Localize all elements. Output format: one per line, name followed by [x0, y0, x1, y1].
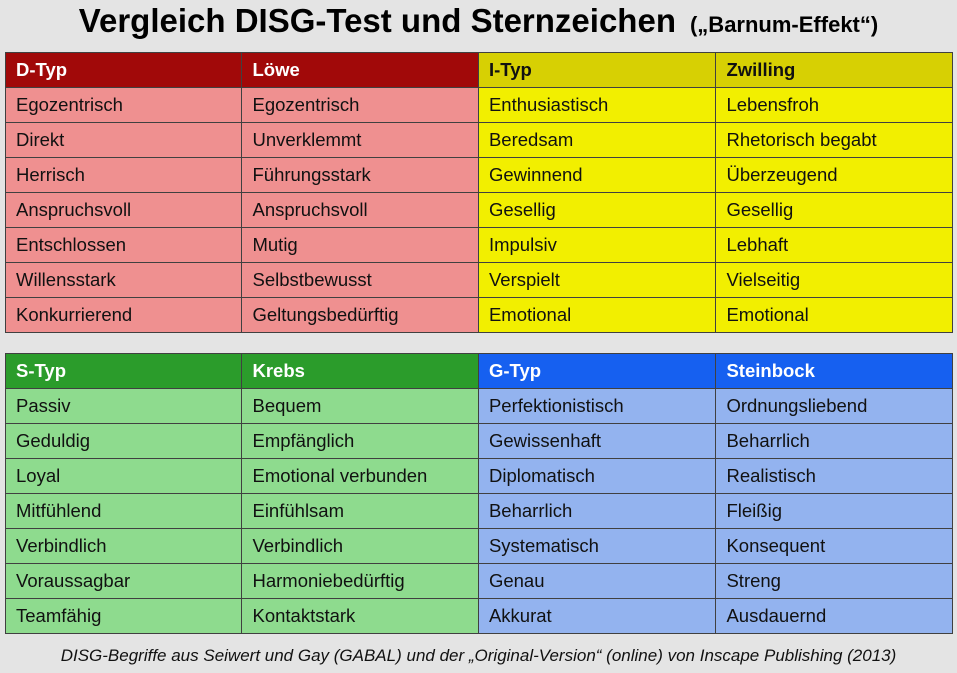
table-cell: Ausdauernd [715, 598, 953, 634]
table-cell: Mitfühlend [4, 493, 243, 529]
slide-title: Vergleich DISG-Test und Sternzeichen („Ba… [0, 2, 957, 40]
table-row: Geduldig Empfänglich Gewissenhaft Beharr… [4, 423, 953, 459]
table-row: Loyal Emotional verbunden Diplomatisch R… [4, 458, 953, 494]
table-row: Anspruchsvoll Anspruchsvoll Gesellig Ges… [4, 192, 953, 228]
table-cell: Beharrlich [477, 493, 717, 529]
table-cell: Entschlossen [4, 227, 243, 263]
table-cell: Überzeugend [715, 157, 953, 193]
header-cell: D-Typ [4, 52, 243, 88]
table-row: Teamfähig Kontaktstark Akkurat Ausdauern… [4, 598, 953, 634]
header-cell: Löwe [241, 52, 479, 88]
table-cell: Beredsam [477, 122, 717, 158]
table-cell: Rhetorisch begabt [715, 122, 953, 158]
table-cell: Anspruchsvoll [241, 192, 479, 228]
table-row: Konkurrierend Geltungsbedürftig Emotiona… [4, 297, 953, 333]
table-cell: Teamfähig [4, 598, 243, 634]
table-header-row: S-Typ Krebs G-Typ Steinbock [4, 353, 953, 389]
table-cell: Egozentrisch [241, 87, 479, 123]
table-cell: Konkurrierend [4, 297, 243, 333]
header-cell: Steinbock [715, 353, 953, 389]
header-cell: S-Typ [4, 353, 243, 389]
table-cell: Lebhaft [715, 227, 953, 263]
table-cell: Einfühlsam [241, 493, 479, 529]
table-cell: Direkt [4, 122, 243, 158]
table-row: Voraussagbar Harmoniebedürftig Genau Str… [4, 563, 953, 599]
table-cell: Loyal [4, 458, 243, 494]
table-cell: Gesellig [715, 192, 953, 228]
title-subtitle: („Barnum-Effekt“) [689, 12, 879, 37]
table-cell: Selbstbewusst [241, 262, 479, 298]
table-header-row: D-Typ Löwe I-Typ Zwilling [4, 52, 953, 88]
table-cell: Unverklemmt [241, 122, 479, 158]
table-cell: Lebensfroh [715, 87, 953, 123]
table-cell: Bequem [241, 388, 479, 424]
header-cell: Zwilling [715, 52, 953, 88]
top-comparison-table: D-Typ Löwe I-Typ Zwilling Egozentrisch E… [4, 52, 953, 333]
title-main: Vergleich DISG-Test und Sternzeichen [78, 2, 676, 39]
table-cell: Verbindlich [241, 528, 479, 564]
table-cell: Fleißig [715, 493, 953, 529]
table-row: Mitfühlend Einfühlsam Beharrlich Fleißig [4, 493, 953, 529]
table-row: Verbindlich Verbindlich Systematisch Kon… [4, 528, 953, 564]
table-cell: Perfektionistisch [477, 388, 717, 424]
table-cell: Akkurat [477, 598, 717, 634]
table-row: Passiv Bequem Perfektionistisch Ordnungs… [4, 388, 953, 424]
table-cell: Emotional verbunden [241, 458, 479, 494]
table-cell: Kontaktstark [241, 598, 479, 634]
table-cell: Geltungsbedürftig [241, 297, 479, 333]
source-footnote: DISG-Begriffe aus Seiwert und Gay (GABAL… [60, 646, 897, 665]
table-cell: Empfänglich [241, 423, 479, 459]
table-cell: Gewinnend [477, 157, 717, 193]
table-row: Entschlossen Mutig Impulsiv Lebhaft [4, 227, 953, 263]
table-cell: Herrisch [4, 157, 243, 193]
table-cell: Mutig [241, 227, 479, 263]
header-cell: I-Typ [477, 52, 717, 88]
table-cell: Enthusiastisch [477, 87, 717, 123]
table-row: Willensstark Selbstbewusst Verspielt Vie… [4, 262, 953, 298]
table-cell: Diplomatisch [477, 458, 717, 494]
table-cell: Verbindlich [4, 528, 243, 564]
table-cell: Führungsstark [241, 157, 479, 193]
table-cell: Genau [477, 563, 717, 599]
table-cell: Willensstark [4, 262, 243, 298]
bottom-comparison-table: S-Typ Krebs G-Typ Steinbock Passiv Beque… [4, 353, 953, 634]
table-cell: Impulsiv [477, 227, 717, 263]
table-cell: Ordnungsliebend [715, 388, 953, 424]
table-cell: Beharrlich [715, 423, 953, 459]
table-cell: Emotional [715, 297, 953, 333]
table-cell: Geduldig [4, 423, 243, 459]
table-cell: Harmoniebedürftig [241, 563, 479, 599]
table-cell: Streng [715, 563, 953, 599]
table-row: Direkt Unverklemmt Beredsam Rhetorisch b… [4, 122, 953, 158]
table-cell: Voraussagbar [4, 563, 243, 599]
table-cell: Egozentrisch [4, 87, 243, 123]
table-cell: Emotional [477, 297, 717, 333]
table-cell: Konsequent [715, 528, 953, 564]
table-row: Egozentrisch Egozentrisch Enthusiastisch… [4, 87, 953, 123]
table-row: Herrisch Führungsstark Gewinnend Überzeu… [4, 157, 953, 193]
header-cell: Krebs [241, 353, 479, 389]
header-cell: G-Typ [477, 353, 717, 389]
table-cell: Vielseitig [715, 262, 953, 298]
table-cell: Verspielt [477, 262, 717, 298]
table-cell: Gesellig [477, 192, 717, 228]
table-cell: Gewissenhaft [477, 423, 717, 459]
table-cell: Passiv [4, 388, 243, 424]
table-cell: Realistisch [715, 458, 953, 494]
table-cell: Systematisch [477, 528, 717, 564]
table-cell: Anspruchsvoll [4, 192, 243, 228]
